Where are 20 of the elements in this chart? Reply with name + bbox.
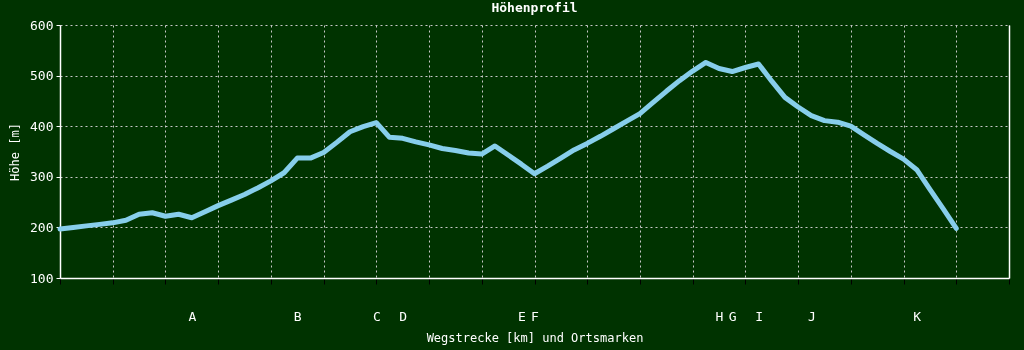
x-tick-label: D: [399, 308, 408, 324]
x-tick-label: F: [531, 308, 540, 324]
y-tick-label: 200: [30, 219, 54, 235]
x-tick-label: G: [728, 308, 737, 324]
x-tick-label: J: [807, 308, 816, 324]
chart-title: Höhenprofil: [491, 0, 578, 15]
x-tick-label: H: [715, 308, 724, 324]
y-tick-label: 600: [30, 17, 54, 33]
x-tick-label: C: [372, 308, 381, 324]
y-tick-label: 500: [30, 68, 54, 84]
x-axis-title: Wegstrecke [km] und Ortsmarken: [426, 330, 644, 345]
y-axis-title: Höhe [m]: [8, 123, 23, 181]
x-tick-label: K: [913, 308, 922, 324]
x-tick-label: B: [293, 308, 302, 324]
y-tick-label: 400: [30, 118, 54, 134]
x-tick-label: E: [517, 308, 526, 324]
y-tick-label: 300: [30, 169, 54, 185]
x-tick-label: A: [188, 308, 197, 324]
x-tick-label: I: [755, 308, 763, 324]
y-tick-label: 100: [30, 270, 54, 286]
